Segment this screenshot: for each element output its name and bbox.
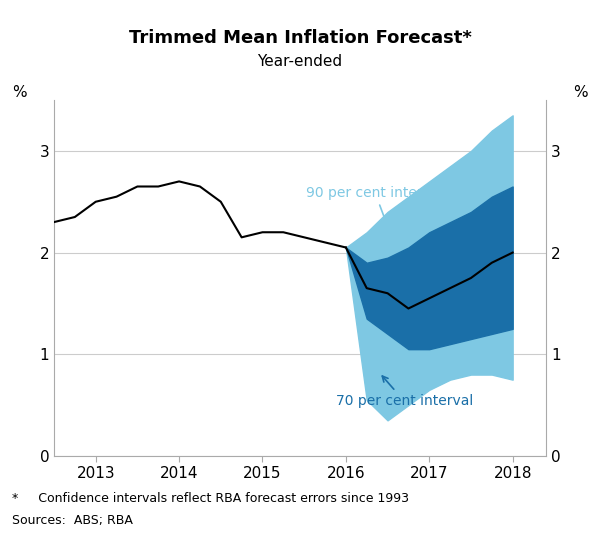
Text: 90 per cent interval: 90 per cent interval — [307, 186, 444, 233]
Text: %: % — [573, 85, 588, 100]
Text: Sources:  ABS; RBA: Sources: ABS; RBA — [12, 514, 133, 527]
Text: Trimmed Mean Inflation Forecast*: Trimmed Mean Inflation Forecast* — [128, 29, 472, 47]
Text: %: % — [12, 85, 27, 100]
Text: Year-ended: Year-ended — [257, 54, 343, 70]
Text: *     Confidence intervals reflect RBA forecast errors since 1993: * Confidence intervals reflect RBA forec… — [12, 492, 409, 505]
Text: 70 per cent interval: 70 per cent interval — [335, 376, 473, 408]
